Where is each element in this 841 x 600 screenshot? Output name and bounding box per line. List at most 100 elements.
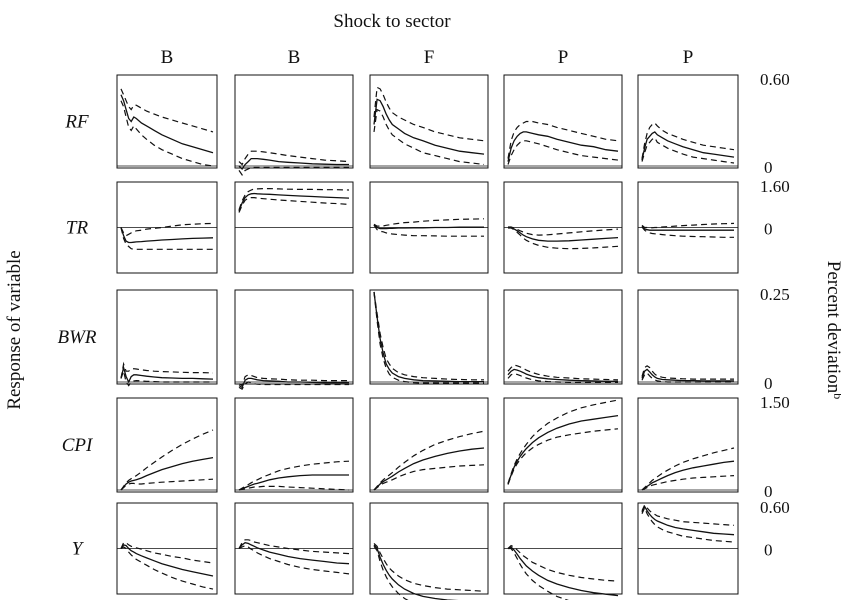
panel-tr-1 — [234, 181, 354, 274]
panel-frame — [503, 74, 623, 169]
y-axis-label-left: Response of variable — [4, 250, 25, 409]
lower-band-line — [373, 464, 485, 491]
response-line — [507, 414, 619, 485]
lower-band-line — [508, 547, 569, 600]
lower-band-line — [373, 224, 484, 237]
response-line — [373, 544, 459, 600]
panel-cpi-3 — [503, 397, 623, 493]
upper-band-line — [120, 222, 214, 237]
y-axis-label-right: Percent deviationb — [823, 261, 841, 399]
row-labels: RF TR BWR CPI Y — [57, 112, 96, 560]
upper-band-line — [507, 399, 619, 484]
response-line — [641, 131, 735, 161]
lower-band-line — [120, 227, 213, 250]
panel-bwr-0 — [116, 289, 218, 387]
panel-y-3 — [503, 502, 623, 600]
panel-frame — [369, 397, 489, 493]
lower-band-line — [238, 485, 350, 491]
response-line — [641, 504, 735, 536]
column-header-4: P — [683, 47, 694, 68]
panel-frame — [637, 397, 739, 493]
response-line — [238, 542, 350, 565]
upper-band-line — [507, 120, 619, 159]
panel-frame — [116, 74, 218, 169]
panel-cpi-2 — [369, 397, 489, 493]
response-line — [373, 447, 485, 491]
panel-rf-3 — [503, 74, 623, 169]
upper-band-line — [120, 361, 214, 379]
panel-bwr-2 — [369, 289, 489, 385]
response-line — [641, 368, 734, 382]
panel-frame — [234, 289, 354, 385]
upper-band-line — [507, 364, 619, 381]
panel-tr-4 — [637, 181, 739, 274]
tick-label-zero-rf: 0 — [764, 158, 773, 177]
row-label-bwr: BWR — [57, 327, 96, 348]
panel-bwr-3 — [503, 289, 623, 385]
response-line — [373, 224, 484, 230]
upper-band-line — [120, 88, 214, 133]
response-line — [507, 368, 618, 382]
column-header-2: F — [424, 47, 435, 68]
upper-band-line — [238, 539, 350, 555]
panel-cpi-1 — [234, 397, 354, 493]
tick-label-zero-cpi: 0 — [764, 482, 773, 501]
lower-band-line — [507, 373, 618, 383]
lower-band-line — [120, 100, 214, 167]
panel-tr-2 — [369, 181, 489, 274]
lower-band-line — [508, 227, 619, 250]
panel-rf-1 — [234, 74, 354, 176]
response-line — [120, 365, 214, 384]
panel-rf-4 — [637, 74, 739, 169]
upper-band-line — [120, 429, 214, 491]
panel-frame — [116, 397, 218, 493]
column-header-1: B — [288, 47, 301, 68]
response-line — [373, 98, 485, 155]
response-line — [641, 225, 734, 231]
upper-band-line — [641, 122, 735, 159]
upper-band-line — [373, 430, 485, 491]
response-line — [120, 456, 214, 491]
lower-band-line — [641, 372, 734, 383]
panel-frame — [637, 74, 739, 169]
lower-band-line — [238, 197, 350, 213]
panel-bwr-4 — [637, 289, 739, 385]
panel-cpi-0 — [116, 397, 218, 493]
column-header-3: P — [558, 47, 569, 68]
panel-frame — [116, 289, 218, 385]
panel-rf-2 — [369, 74, 489, 169]
lower-band-line — [373, 291, 484, 384]
upper-band-line — [641, 503, 735, 526]
response-line — [507, 131, 619, 162]
row-label-cpi: CPI — [62, 435, 94, 456]
upper-band-line — [120, 542, 214, 564]
panel-y-0 — [116, 502, 218, 595]
upper-band-line — [373, 291, 484, 381]
tick-label-top-tr: 1.60 — [760, 177, 790, 196]
tick-label-zero-bwr: 0 — [764, 374, 773, 393]
response-line — [238, 192, 350, 212]
lower-band-line — [373, 108, 485, 166]
panel-tr-3 — [503, 181, 623, 274]
upper-band-line — [373, 86, 485, 142]
panel-y-4 — [637, 502, 739, 595]
row-label-y: Y — [72, 539, 85, 560]
panel-frame — [234, 74, 354, 169]
response-line — [507, 546, 619, 597]
response-line — [120, 94, 214, 154]
tick-label-zero-tr: 0 — [764, 220, 773, 239]
panel-y-2 — [369, 502, 489, 600]
upper-band-line — [641, 365, 734, 380]
panel-frame — [503, 289, 623, 385]
lower-band-line — [507, 428, 619, 485]
lower-band-line — [238, 381, 349, 391]
lower-band-line — [641, 136, 735, 164]
tick-label-top-rf: 0.60 — [760, 70, 790, 89]
response-line — [373, 291, 484, 383]
panel-y-1 — [234, 502, 354, 595]
lower-band-line — [641, 226, 734, 238]
upper-band-line — [238, 460, 350, 491]
upper-band-line — [373, 542, 485, 592]
lower-band-line — [120, 369, 213, 387]
response-line — [238, 157, 349, 171]
